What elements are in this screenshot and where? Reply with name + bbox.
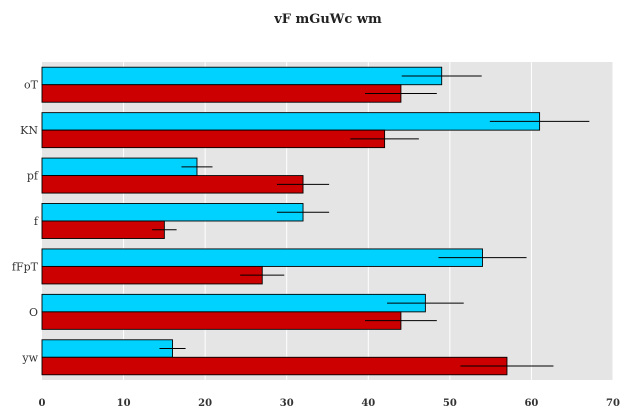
y-tick-label-6: yw: [21, 351, 38, 364]
bar-yw-series2: [41, 356, 508, 376]
x-tick-label-5: 50: [443, 398, 457, 409]
bars-group: [41, 66, 541, 376]
bar-fFpT-series1: [41, 248, 483, 267]
bar-O-series2: [41, 311, 402, 330]
chart-title: vF mGuWc wm: [273, 12, 382, 27]
error-bars-group: [152, 75, 590, 367]
y-tick-label-1: KN: [20, 124, 38, 137]
y-tick-label-4: fFpT: [12, 260, 39, 273]
x-tick-label-6: 60: [524, 398, 538, 409]
bar-fFpT-series2: [41, 265, 263, 285]
x-tick-label-3: 30: [280, 398, 294, 409]
y-tick-label-0: oT: [24, 79, 39, 92]
x-tick-label-4: 40: [361, 398, 375, 409]
bar-pf-series2: [41, 175, 304, 194]
bar-KN-series2: [41, 129, 386, 149]
x-tick-label-1: 10: [117, 398, 131, 409]
bar-oT-series2: [41, 84, 402, 103]
x-tick-label-0: 0: [39, 398, 46, 409]
y-tick-label-2: pf: [27, 170, 39, 183]
x-tick-label-2: 20: [198, 398, 212, 409]
y-tick-label-3: f: [34, 215, 39, 228]
y-axis: oT KN pf f fFpT Oyw: [12, 79, 39, 365]
x-tick-label-7: 70: [606, 398, 620, 409]
bar-O-series1: [41, 293, 426, 313]
bar-oT-series1: [41, 66, 443, 86]
y-tick-label-5: O: [29, 306, 38, 319]
x-axis: 0 10 20 30 40 50 60 70: [39, 398, 620, 409]
bar-pf-series1: [41, 157, 198, 177]
bar-KN-series1: [41, 112, 541, 131]
bar-f-series1: [41, 203, 304, 222]
bar-yw-series1: [41, 339, 173, 358]
bar-f-series2: [41, 220, 165, 239]
